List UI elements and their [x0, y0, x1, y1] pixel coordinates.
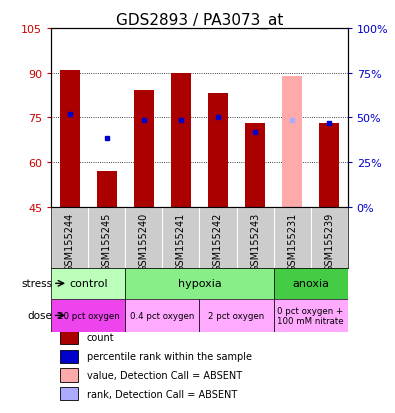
Bar [134, 91, 154, 207]
Text: percentile rank within the sample: percentile rank within the sample [87, 351, 252, 361]
Bar [319, 124, 339, 207]
Text: GSM155241: GSM155241 [176, 212, 186, 271]
Text: count: count [87, 332, 115, 342]
Bar [97, 171, 117, 207]
Text: value, Detection Call = ABSENT: value, Detection Call = ABSENT [87, 370, 242, 380]
Text: dose: dose [28, 311, 53, 320]
Text: GSM155239: GSM155239 [324, 212, 334, 271]
Bar [282, 76, 302, 207]
Bar [51, 299, 126, 332]
Bar [60, 350, 78, 363]
Text: rank, Detection Call = ABSENT: rank, Detection Call = ABSENT [87, 389, 237, 399]
Text: GSM155231: GSM155231 [287, 212, 297, 271]
Text: stress: stress [21, 279, 53, 289]
Bar [126, 299, 199, 332]
Text: control: control [69, 279, 108, 289]
Text: GSM155242: GSM155242 [213, 212, 223, 271]
Bar [60, 368, 78, 382]
Bar [60, 71, 80, 207]
Text: GSM155245: GSM155245 [102, 212, 112, 271]
Bar [274, 299, 348, 332]
Title: GDS2893 / PA3073_at: GDS2893 / PA3073_at [116, 13, 283, 29]
Bar [245, 124, 265, 207]
Text: GSM155240: GSM155240 [139, 212, 149, 271]
Text: GSM155243: GSM155243 [250, 212, 260, 271]
Text: GSM155244: GSM155244 [65, 212, 75, 271]
Text: hypoxia: hypoxia [178, 279, 221, 289]
Text: 2 pct oxygen: 2 pct oxygen [209, 311, 265, 320]
Bar [51, 268, 126, 299]
Bar [199, 299, 274, 332]
Text: 20 pct oxygen: 20 pct oxygen [58, 311, 119, 320]
Bar [126, 268, 274, 299]
Text: 0.4 pct oxygen: 0.4 pct oxygen [130, 311, 195, 320]
Bar [274, 268, 348, 299]
Bar [171, 74, 191, 207]
Bar [60, 331, 78, 344]
Text: anoxia: anoxia [292, 279, 329, 289]
Text: 0 pct oxygen +
100 mM nitrate: 0 pct oxygen + 100 mM nitrate [277, 306, 344, 325]
Bar [208, 94, 228, 207]
Bar [60, 387, 78, 400]
